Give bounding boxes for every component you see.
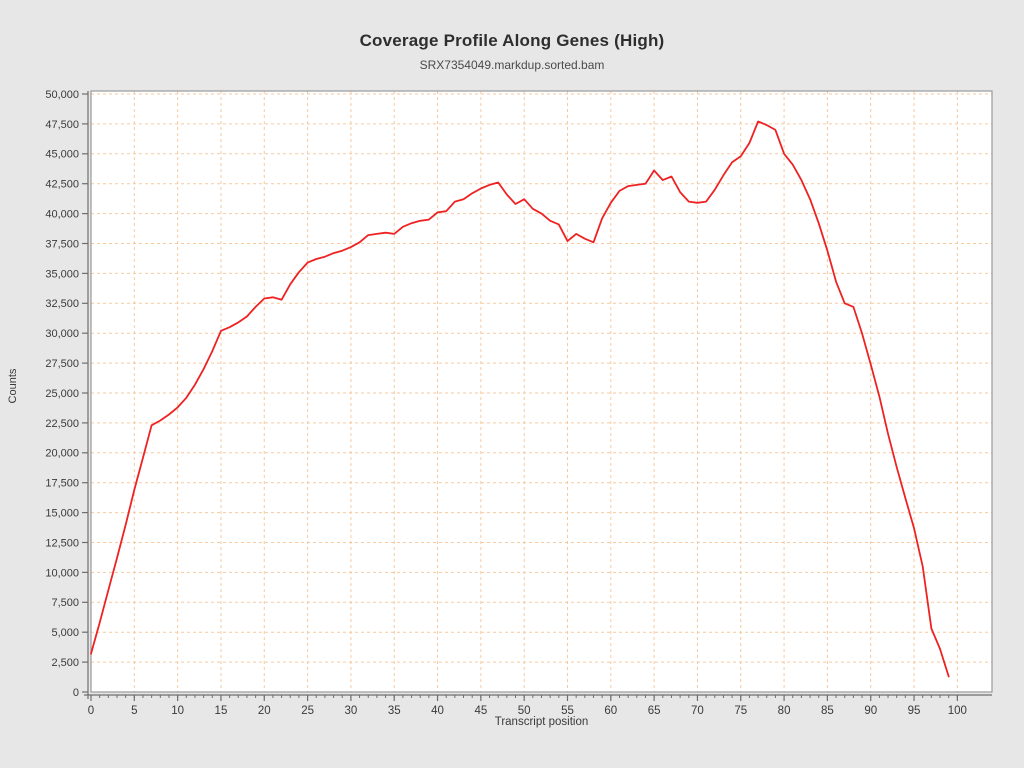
x-tick-label: 5 <box>131 705 137 717</box>
y-tick-label: 25,000 <box>45 388 79 400</box>
y-tick-label: 20,000 <box>45 448 79 460</box>
y-tick-label: 2,500 <box>51 657 79 669</box>
y-tick-label: 27,500 <box>45 358 79 370</box>
x-tick-label: 100 <box>948 705 967 717</box>
y-tick-label: 30,000 <box>45 328 79 340</box>
y-tick-label: 42,500 <box>45 179 79 191</box>
y-tick-label: 40,000 <box>45 208 79 220</box>
x-tick-label: 35 <box>388 705 401 717</box>
x-tick-label: 30 <box>345 705 358 717</box>
x-axis-label: Transcript position <box>494 716 589 728</box>
y-tick-label: 22,500 <box>45 418 79 430</box>
coverage-line <box>90 120 950 678</box>
y-tick-label: 7,500 <box>51 597 79 609</box>
y-tick-label: 5,000 <box>51 627 79 639</box>
x-tick-label: 90 <box>864 705 877 717</box>
x-tick-label: 10 <box>171 705 184 717</box>
x-tick-label: 15 <box>215 705 228 717</box>
chart-subtitle: SRX7354049.markdup.sorted.bam <box>419 58 605 72</box>
plot-border <box>90 90 993 693</box>
x-tick-label: 45 <box>474 705 487 717</box>
y-tick-label: 12,500 <box>45 537 79 549</box>
x-tick-label: 65 <box>648 705 661 717</box>
x-tick-label: 40 <box>431 705 444 717</box>
x-tick-label: 60 <box>604 705 617 717</box>
y-tick-label: 47,500 <box>45 119 79 131</box>
y-tick-label: 35,000 <box>45 268 79 280</box>
y-axis-label: Counts <box>7 368 19 404</box>
plot-area <box>91 91 992 692</box>
x-tick-label: 85 <box>821 705 834 717</box>
y-tick-label: 0 <box>73 687 79 699</box>
x-tick-label: 20 <box>258 705 271 717</box>
x-tick-label: 25 <box>301 705 314 717</box>
x-tick-label: 70 <box>691 705 704 717</box>
y-tick-label: 17,500 <box>45 478 79 490</box>
chart-title: Coverage Profile Along Genes (High) <box>359 31 665 50</box>
y-tick-label: 45,000 <box>45 149 79 161</box>
y-tick-label: 15,000 <box>45 507 79 519</box>
x-tick-label: 0 <box>88 705 94 717</box>
x-tick-label: 80 <box>778 705 791 717</box>
y-tick-label: 10,000 <box>45 567 79 579</box>
x-tick-label: 95 <box>908 705 921 717</box>
x-tick-label: 50 <box>518 705 531 717</box>
y-tick-label: 37,500 <box>45 238 79 250</box>
y-tick-label: 50,000 <box>45 89 79 101</box>
x-tick-label: 75 <box>734 705 747 717</box>
x-tick-label: 55 <box>561 705 574 717</box>
y-tick-label: 32,500 <box>45 298 79 310</box>
